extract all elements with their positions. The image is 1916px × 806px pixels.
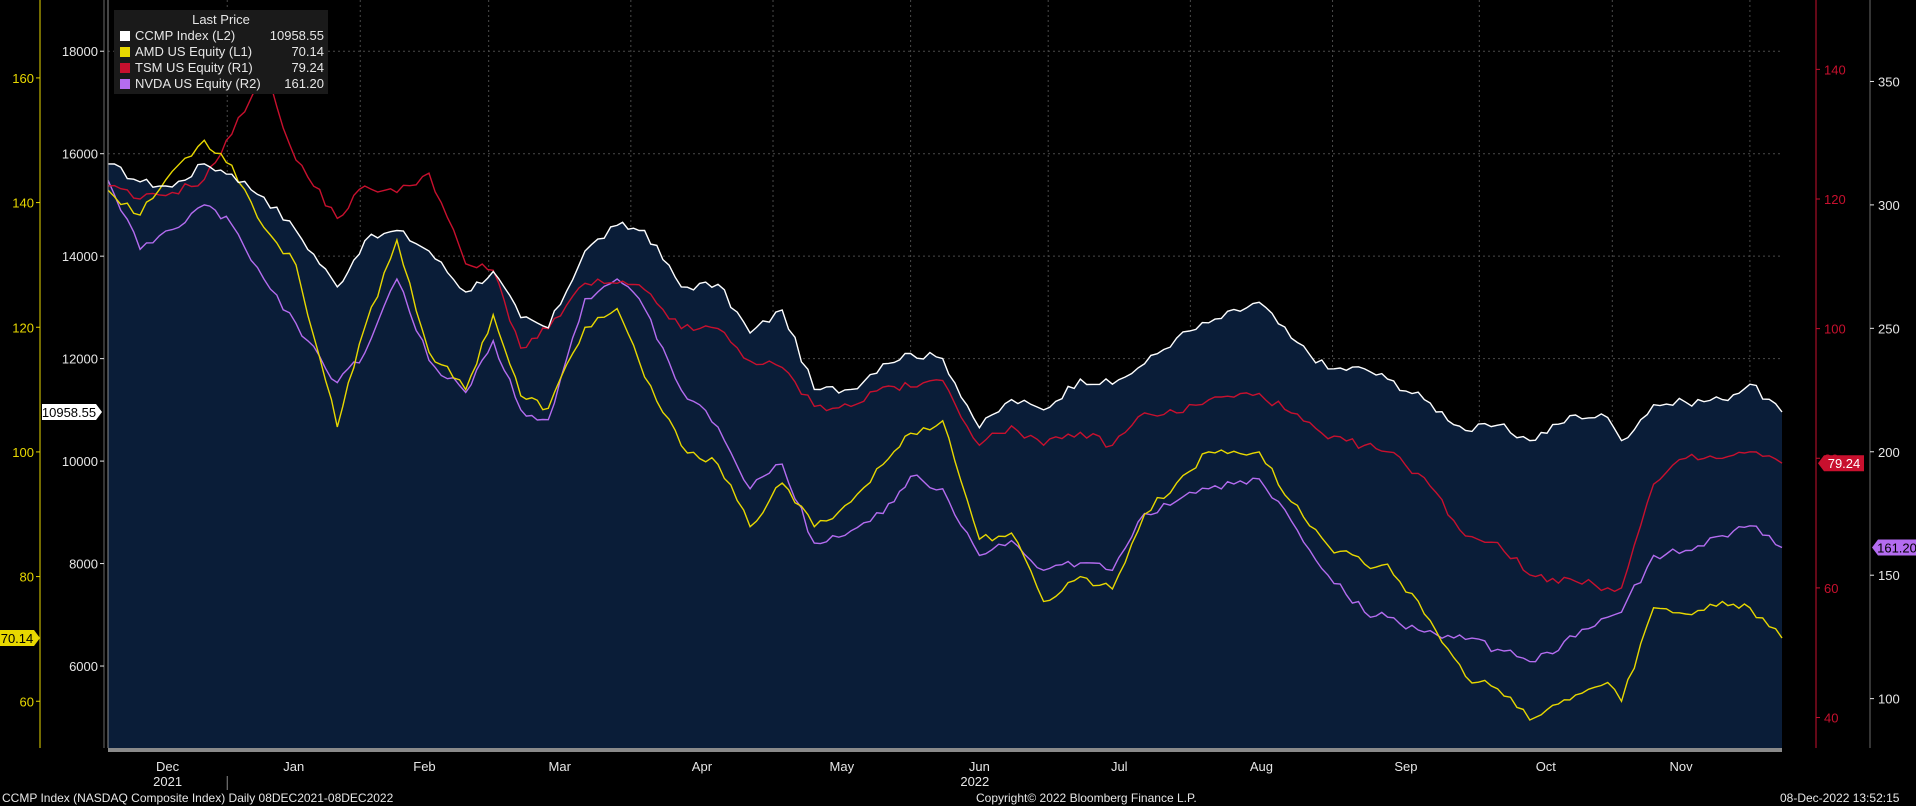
- last-label-nvda-bg: [1872, 539, 1916, 556]
- legend-entry-nvda: NVDA US Equity (R2) 161.20: [114, 76, 328, 92]
- legend-name-tsm: TSM US Equity (R1): [135, 60, 253, 75]
- tick-label-l1: 80: [20, 570, 34, 585]
- series-line-tsm: [107, 67, 1783, 593]
- last-label-amd: 70.14: [1, 631, 34, 646]
- x-tick-month: Dec: [156, 759, 180, 774]
- last-label-ccmp: 10958.55: [42, 405, 96, 420]
- tick-label-l1: 140: [12, 196, 34, 211]
- ccmp-area-fill: [108, 163, 1782, 748]
- footer-center: Copyright© 2022 Bloomberg Finance L.P.: [976, 791, 1197, 805]
- legend-value-amd: 70.14: [291, 44, 324, 59]
- legend-entry-tsm: TSM US Equity (R1) 79.24: [114, 60, 328, 76]
- last-value-labels: 10958.55 70.14 79.24 161.20: [0, 403, 1916, 647]
- last-label-ccmp-bg: [42, 403, 102, 420]
- x-tick-month: Feb: [413, 759, 435, 774]
- tick-label-r2: 250: [1878, 321, 1900, 336]
- footer-right: 08-Dec-2022 13:52:15: [1780, 791, 1900, 805]
- tick-label-r2: 300: [1878, 198, 1900, 213]
- legend-header: Last Price: [192, 12, 250, 27]
- legend-swatch-tsm: [120, 63, 130, 73]
- last-label-tsm-bg: [1818, 455, 1864, 472]
- axes: 60 80 100 120 140 160 6000 8000 10000 12000 14000 1…: [12, 0, 1900, 790]
- x-tick-month: Apr: [692, 759, 713, 774]
- tick-label-l2: 12000: [62, 352, 98, 367]
- tick-label-l1: 60: [20, 694, 34, 709]
- tick-label-r1: 100: [1824, 322, 1846, 337]
- tick-label-r1: 140: [1824, 62, 1846, 77]
- tick-label-r2: 100: [1878, 692, 1900, 707]
- series-lines: [107, 67, 1783, 721]
- x-axis-bar: [108, 748, 1782, 752]
- x-tick-month: May: [830, 759, 855, 774]
- tick-label-r2: 350: [1878, 74, 1900, 89]
- legend: Last Price CCMP Index (L2) 10958.55 AMD …: [114, 10, 328, 94]
- x-tick-month: Oct: [1536, 759, 1557, 774]
- x-tick-month: Aug: [1250, 759, 1273, 774]
- legend-name-nvda: NVDA US Equity (R2): [135, 76, 261, 91]
- tick-label-r1: 60: [1824, 581, 1838, 596]
- series-line-nvda: [107, 179, 1783, 663]
- tick-label-l2: 16000: [62, 147, 98, 162]
- legend-value-nvda: 161.20: [284, 76, 324, 91]
- legend-swatch-ccmp: [120, 31, 130, 41]
- legend-entry-ccmp: CCMP Index (L2) 10958.55: [114, 28, 328, 44]
- legend-name-ccmp: CCMP Index (L2): [135, 28, 236, 43]
- legend-name-amd: AMD US Equity (L1): [135, 44, 253, 59]
- x-tick-month: Jan: [283, 759, 304, 774]
- tick-label-r2: 150: [1878, 568, 1900, 583]
- x-tick-year: 2022: [960, 774, 989, 789]
- tick-label-l1: 160: [12, 71, 34, 86]
- legend-entry-amd: AMD US Equity (L1) 70.14: [114, 44, 328, 60]
- tick-label-l2: 10000: [62, 454, 98, 469]
- x-tick-month: Nov: [1670, 759, 1694, 774]
- last-label-nvda: 161.20: [1877, 541, 1916, 556]
- legend-value-tsm: 79.24: [291, 60, 324, 75]
- last-label-amd-bg: [0, 630, 40, 647]
- x-tick-month: Jun: [969, 759, 990, 774]
- tick-label-l2: 6000: [69, 659, 98, 674]
- x-tick-month: Mar: [549, 759, 572, 774]
- footer-left: CCMP Index (NASDAQ Composite Index) Dail…: [2, 791, 394, 805]
- ccmp-area: [108, 163, 1782, 748]
- series-line-amd: [107, 139, 1783, 721]
- tick-label-r1: 120: [1824, 192, 1846, 207]
- legend-value-ccmp: 10958.55: [269, 28, 324, 43]
- x-tick-month: Sep: [1394, 759, 1417, 774]
- legend-swatch-nvda: [120, 79, 130, 89]
- tick-label-l2: 14000: [62, 249, 98, 264]
- x-tick-month: Jul: [1111, 759, 1128, 774]
- tick-label-l2: 18000: [62, 44, 98, 59]
- x-tick-year: 2021: [153, 774, 182, 789]
- tick-label-l1: 100: [12, 445, 34, 460]
- tick-label-l2: 8000: [69, 557, 98, 572]
- last-label-tsm: 79.24: [1828, 456, 1861, 471]
- tick-label-r2: 200: [1878, 445, 1900, 460]
- tick-label-r1: 40: [1824, 711, 1838, 726]
- tick-label-l1: 120: [12, 320, 34, 335]
- series-line-ccmp: [107, 163, 1783, 442]
- legend-swatch-amd: [120, 47, 130, 57]
